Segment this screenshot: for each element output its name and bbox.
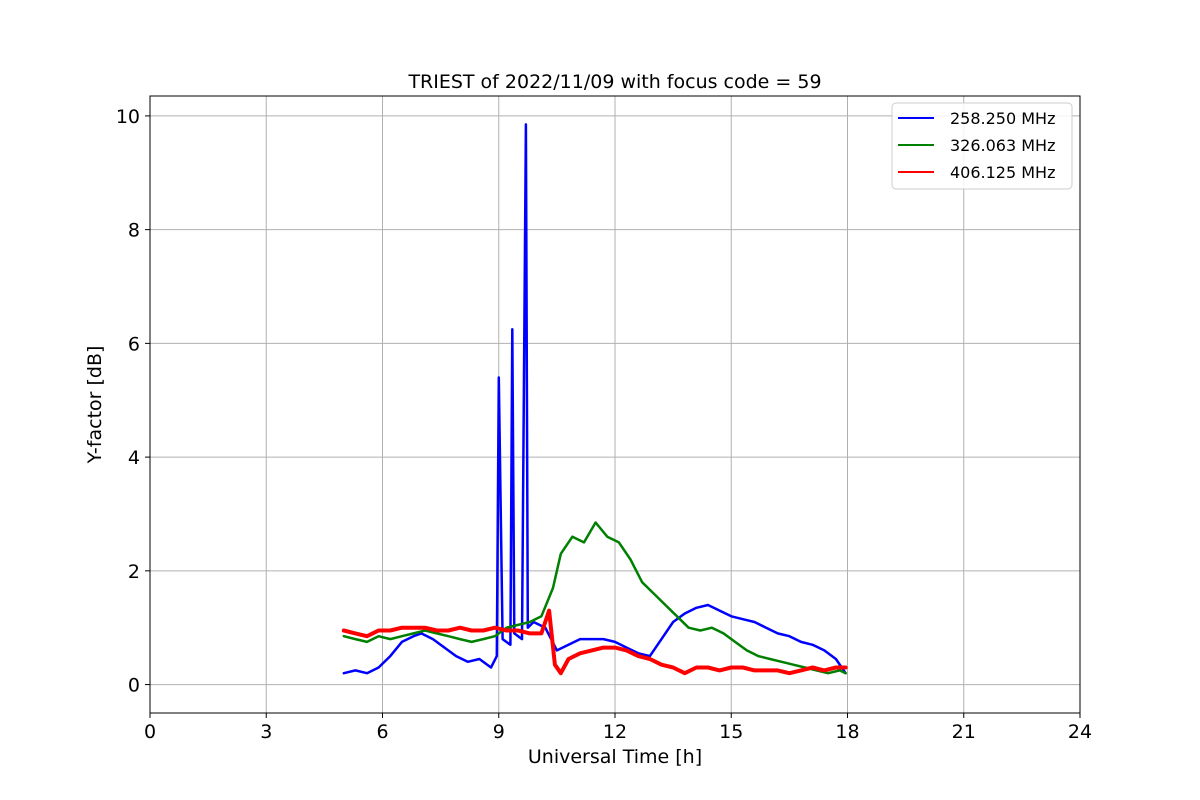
x-tick-label: 9 [493, 721, 505, 743]
y-ticks: 0 2 4 6 8 10 [116, 106, 150, 697]
series-line-2 [342, 521, 847, 675]
y-tick-label: 4 [128, 447, 140, 469]
x-tick-label: 6 [376, 721, 388, 743]
series-group [341, 123, 848, 676]
legend-label-3: 406.125 MHz [950, 163, 1055, 182]
legend-label-2: 326.063 MHz [950, 136, 1055, 155]
y-tick-label: 10 [116, 106, 140, 128]
chart-title: TRIEST of 2022/11/09 with focus code = 5… [407, 71, 821, 93]
x-tick-label: 21 [952, 721, 976, 743]
y-tick-label: 0 [128, 675, 140, 697]
y-axis-label: Y-factor [dB] [84, 346, 106, 465]
x-tick-label: 0 [144, 721, 156, 743]
x-tick-label: 15 [719, 721, 743, 743]
x-tick-label: 3 [260, 721, 272, 743]
legend: 258.250 MHz 326.063 MHz 406.125 MHz [891, 102, 1073, 190]
x-tick-label: 12 [603, 721, 627, 743]
series-line-3 [341, 608, 848, 676]
series-line-1 [342, 123, 847, 675]
x-tick-label: 24 [1068, 721, 1092, 743]
x-ticks: 0 3 6 9 12 15 18 21 24 [144, 713, 1092, 743]
x-tick-label: 18 [835, 721, 859, 743]
legend-box [891, 102, 1073, 190]
y-tick-label: 8 [128, 220, 140, 242]
y-tick-label: 2 [128, 561, 140, 583]
x-axis-label: Universal Time [h] [528, 746, 702, 768]
y-tick-label: 6 [128, 333, 140, 355]
legend-label-1: 258.250 MHz [950, 109, 1055, 128]
